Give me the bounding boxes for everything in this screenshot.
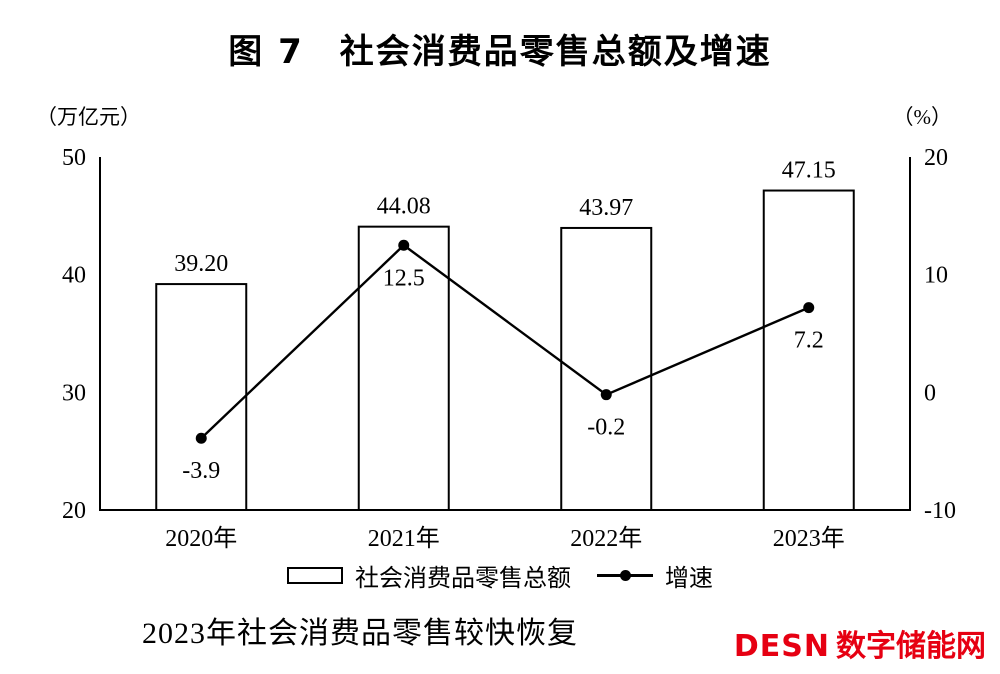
chart-title: 图 7 社会消费品零售总额及增速: [228, 32, 772, 72]
line-value-label: 7.2: [794, 328, 824, 354]
right-axis-tick-label: -10: [924, 498, 956, 524]
left-axis-tick-label: 50: [62, 145, 86, 171]
line-value-label: -3.9: [182, 458, 220, 484]
line-point-2021年: [398, 239, 410, 251]
x-axis-category-label: 2020年: [165, 525, 237, 552]
right-axis-tick-label: 20: [924, 145, 948, 171]
combo-chart-plot: 39.20 44.08 43.97 47.15 -3.9 12.5 -0.2 7.2 50 40 3…: [62, 145, 956, 552]
bar-value-label: 43.97: [579, 195, 633, 221]
legend-line-swatch-icon: [597, 567, 653, 584]
bar-value-label: 47.15: [782, 158, 836, 184]
bar-value-label: 39.20: [174, 251, 228, 277]
legend-bar-label: 社会消费品零售总额: [355, 566, 571, 592]
axis-frame: [99, 157, 911, 511]
line-value-label: 12.5: [383, 265, 425, 291]
chart-legend: 社会消费品零售总额 增速: [0, 558, 1000, 593]
left-axis-tick-label: 40: [62, 263, 86, 289]
legend-line-label: 增速: [665, 566, 713, 592]
line-point-2022年: [600, 389, 612, 401]
x-axis-category-label: 2021年: [368, 525, 440, 552]
left-axis-tick-label: 30: [62, 380, 86, 406]
line-point-2023年: [803, 302, 815, 314]
x-axis-category-label: 2023年: [773, 525, 845, 552]
right-axis-tick-label: 0: [924, 380, 936, 406]
left-axis-tick-label: 20: [62, 498, 86, 524]
legend-line-dot-icon: [620, 570, 631, 581]
line-value-label: -0.2: [587, 415, 625, 441]
watermark-zh: 数字储能网: [836, 629, 986, 664]
watermark-en: DESN: [733, 629, 830, 664]
x-axis-category-label: 2022年: [570, 525, 642, 552]
figure-caption: 2023年社会消费品零售较快恢复: [142, 617, 578, 650]
left-axis-unit-label: （万亿元）: [36, 105, 141, 129]
right-axis-unit-label: （%）: [892, 105, 953, 129]
bar-2020年: [155, 283, 248, 511]
growth-line: [200, 243, 810, 440]
legend-bar-swatch-icon: [287, 567, 343, 584]
right-axis-tick-label: 10: [924, 263, 948, 289]
bar-value-label: 44.08: [377, 194, 431, 220]
site-watermark: DESN 数字储能网: [734, 621, 986, 665]
line-point-2020年: [195, 432, 207, 444]
bar-2022年: [560, 226, 653, 511]
